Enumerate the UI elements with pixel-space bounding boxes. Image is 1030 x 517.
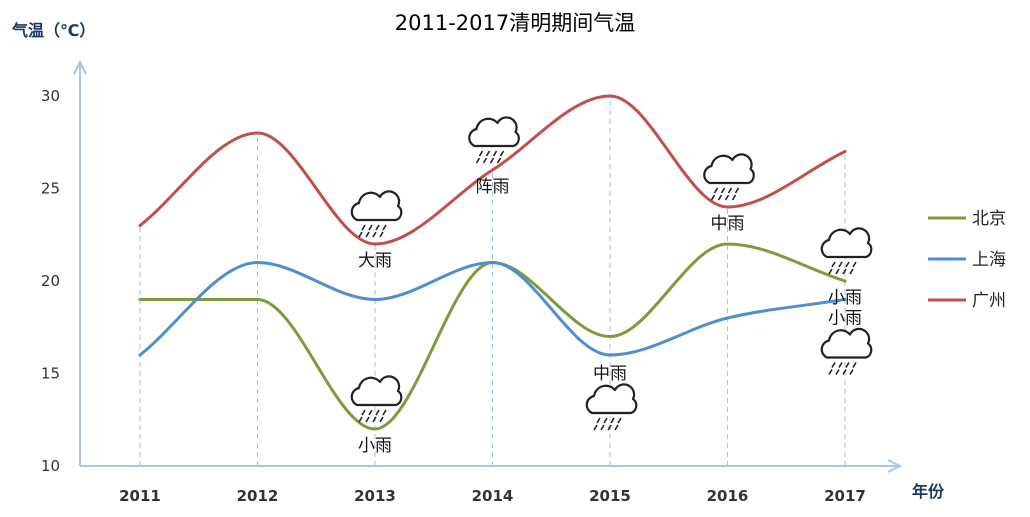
data-point-2-2011	[138, 353, 142, 357]
y-tick-label: 10	[41, 457, 60, 475]
weather-label-3: 阵雨	[476, 177, 510, 197]
x-tick-label-2014: 2014	[472, 487, 514, 505]
y-tick-label: 15	[41, 365, 60, 383]
legend-label-1: 北京	[972, 209, 1006, 229]
x-tick-label-2015: 2015	[589, 487, 631, 505]
rain-cloud-icon	[468, 116, 520, 164]
data-point-1-2012	[256, 298, 259, 301]
data-point-3-2013	[373, 242, 377, 246]
weather-label-2: 小雨	[358, 436, 392, 456]
y-axis-arrow	[73, 59, 87, 75]
data-point-2-2012	[256, 261, 259, 264]
y-tick-label: 30	[41, 87, 60, 105]
legend-label-2: 上海	[972, 250, 1006, 270]
y-axis-title: 气温（℃）	[11, 21, 95, 40]
grid-layer	[139, 96, 846, 466]
x-tick-label-2013: 2013	[354, 487, 396, 505]
data-point-2-2017	[843, 298, 847, 301]
axis-layer: 10 15 20 25 30 2011 2012 2013 2014 2015 2016 2017	[41, 59, 903, 505]
x-axis-title: 年份	[912, 482, 945, 501]
series-layer	[138, 94, 847, 431]
x-axis-arrow	[887, 459, 903, 473]
data-point-3-2016	[726, 205, 729, 209]
data-point-2-2013	[373, 298, 377, 301]
weather-label-5: 中雨	[711, 214, 745, 234]
rain-cloud-icon	[585, 383, 638, 431]
x-tick-label-2011: 2011	[119, 487, 161, 505]
data-point-1-2013	[373, 427, 377, 431]
data-point-3-2011	[138, 224, 142, 227]
y-tick-label: 20	[41, 272, 60, 290]
rain-cloud-icon	[703, 153, 755, 201]
data-point-1-2011	[138, 298, 142, 301]
data-point-2-2016	[726, 316, 729, 320]
data-point-3-2015	[608, 94, 612, 98]
rain-cloud-icon	[820, 227, 873, 275]
rain-cloud-icon	[350, 190, 403, 238]
rain-cloud-icon	[820, 327, 873, 375]
weather-label-4: 中雨	[593, 364, 627, 384]
data-point-2-2015	[608, 353, 612, 357]
x-tick-label-2016: 2016	[707, 487, 749, 505]
y-tick-label: 25	[41, 180, 60, 198]
data-point-3-2012	[256, 131, 259, 135]
weather-label-7: 小雨	[828, 309, 862, 329]
rain-cloud-icon	[350, 375, 403, 423]
chart-title: 2011-2017清明期间气温	[395, 11, 635, 35]
data-point-3-2014	[491, 168, 494, 172]
data-point-1-2015	[608, 335, 612, 338]
weather-label-1: 大雨	[358, 251, 392, 271]
data-point-1-2016	[726, 242, 729, 246]
data-point-1-2017	[843, 279, 847, 283]
weather-label-6: 小雨	[828, 288, 862, 308]
data-point-3-2017	[843, 150, 847, 153]
x-tick-label-2017: 2017	[824, 487, 866, 505]
data-point-2-2014	[491, 261, 494, 264]
legend-label-3: 广州	[972, 291, 1006, 311]
x-tick-label-2012: 2012	[237, 487, 279, 505]
